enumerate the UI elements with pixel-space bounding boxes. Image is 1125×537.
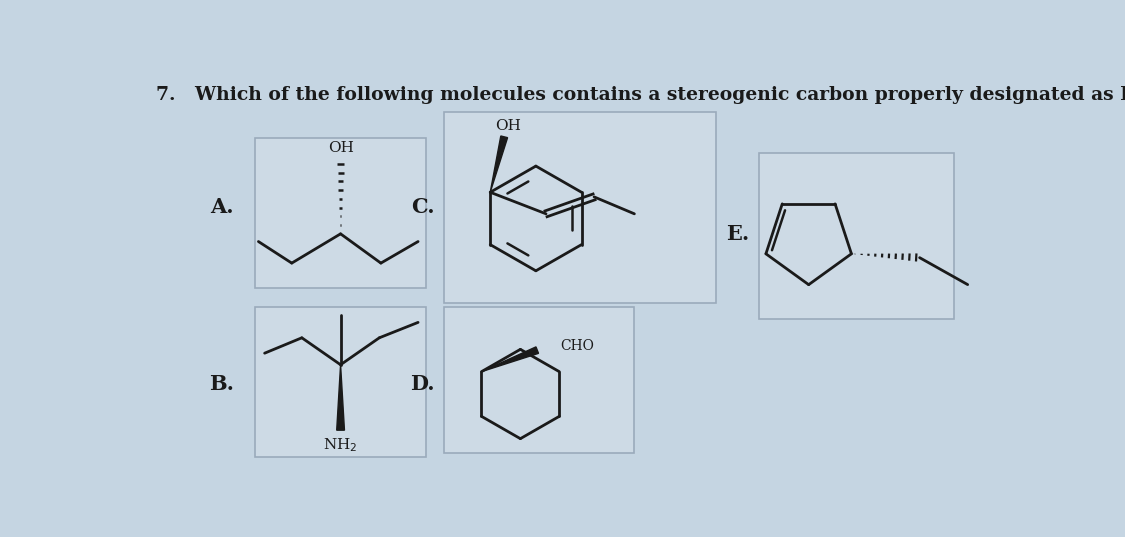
Bar (759, 153, 954, 318)
Polygon shape (490, 136, 507, 192)
Text: E.: E. (726, 224, 749, 244)
Text: C.: C. (412, 197, 435, 217)
Text: 7.   Which of the following molecules contains a stereogenic carbon properly des: 7. Which of the following molecules cont… (156, 86, 1125, 104)
Polygon shape (482, 347, 539, 372)
Bar (255, 137, 426, 288)
Polygon shape (336, 365, 344, 430)
Bar (255, 307, 426, 457)
Text: D.: D. (411, 374, 435, 394)
Text: OH: OH (495, 119, 521, 133)
Bar (444, 307, 634, 453)
Text: OH: OH (327, 141, 353, 155)
Bar (444, 112, 716, 303)
Text: A.: A. (210, 197, 234, 217)
Text: NH$_2$: NH$_2$ (323, 437, 358, 454)
Text: B.: B. (209, 374, 234, 394)
Text: CHO: CHO (560, 339, 594, 353)
